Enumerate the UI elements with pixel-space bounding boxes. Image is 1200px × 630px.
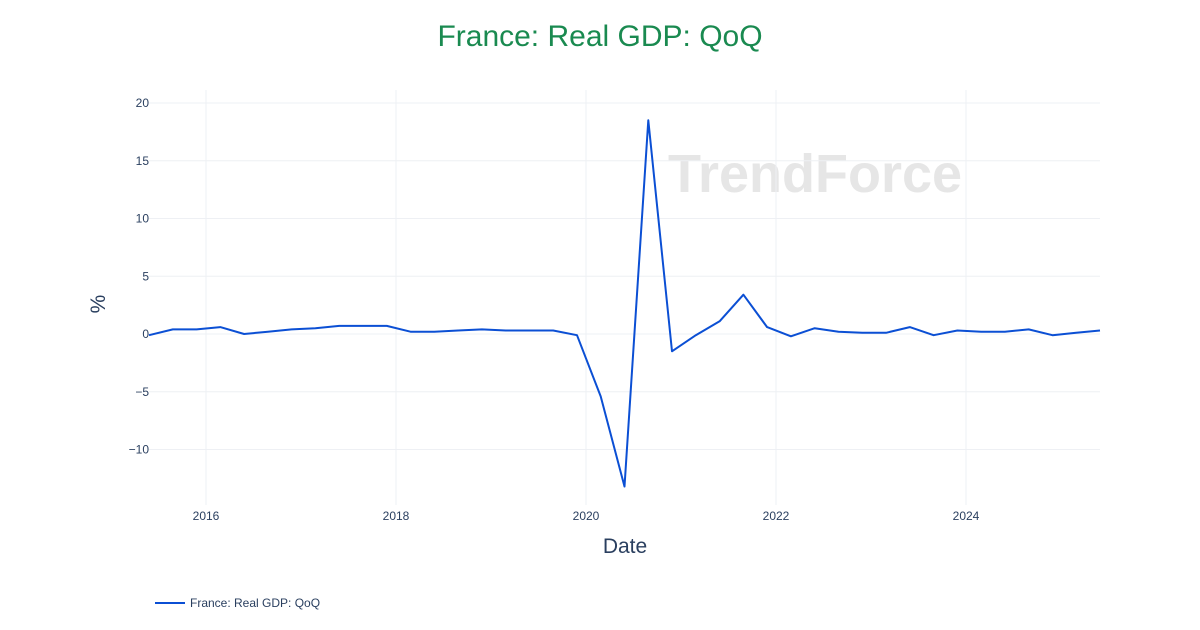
y-axis-title: % bbox=[87, 295, 110, 314]
x-tick-label: 2022 bbox=[763, 509, 790, 523]
y-tick-label: −10 bbox=[129, 443, 150, 457]
legend-label: France: Real GDP: QoQ bbox=[190, 596, 321, 610]
y-tick-label: 5 bbox=[142, 269, 149, 283]
y-tick-label: 10 bbox=[136, 212, 150, 226]
y-tick-label: 20 bbox=[136, 96, 150, 110]
watermark: TrendForce bbox=[668, 144, 962, 204]
x-tick-label: 2020 bbox=[573, 509, 600, 523]
legend-line-swatch bbox=[155, 602, 185, 604]
x-tick-label: 2018 bbox=[383, 509, 410, 523]
x-tick-label: 2016 bbox=[193, 509, 220, 523]
x-axis-title: Date bbox=[603, 535, 647, 558]
chart-title: France: Real GDP: QoQ bbox=[437, 20, 763, 53]
series-line[interactable] bbox=[148, 119, 1101, 488]
legend-item[interactable]: France: Real GDP: QoQ bbox=[155, 596, 320, 610]
y-tick-label: 0 bbox=[142, 327, 149, 341]
y-tick-label: 15 bbox=[136, 154, 150, 168]
y-tick-label: −5 bbox=[135, 385, 149, 399]
x-tick-label: 2024 bbox=[953, 509, 980, 523]
